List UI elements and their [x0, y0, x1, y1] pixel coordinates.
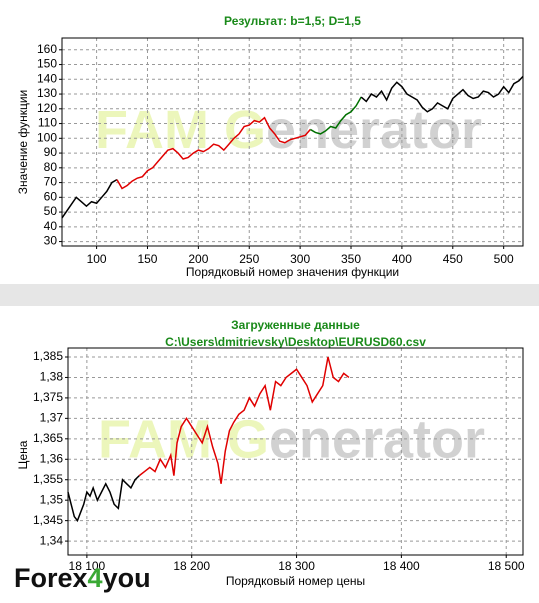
x-tick-label: 100: [87, 252, 107, 266]
x-tick-label: 18 500: [488, 559, 525, 573]
y-tick-label: 120: [37, 101, 57, 115]
data-line: [138, 356, 350, 484]
y-tick-label: 1,36: [40, 451, 64, 465]
y-tick-label: 1,385: [33, 349, 63, 363]
x-tick-label: 150: [137, 252, 157, 266]
data-line: [61, 178, 118, 219]
x-tick-label: 18 300: [278, 559, 315, 573]
y-tick-label: 1,375: [33, 390, 63, 404]
y-tick-label: 70: [44, 175, 58, 189]
y-tick-label: 1,355: [33, 472, 63, 486]
y-tick-label: 160: [37, 42, 57, 56]
data-line: [116, 116, 311, 190]
logo: Forex4you: [14, 563, 151, 593]
y-tick-label: 110: [38, 116, 57, 130]
data-line: [309, 96, 362, 135]
y-tick-label: 150: [37, 57, 57, 71]
y-tick-label: 1,38: [40, 370, 64, 384]
y-tick-label: 30: [44, 234, 58, 248]
data-line: [67, 475, 140, 523]
chart-subtitle: C:\Users\dmitrievsky\Desktop\EURUSD60.cs…: [165, 335, 426, 349]
logo-part: Forex: [14, 563, 88, 593]
y-tick-label: 90: [44, 145, 58, 159]
x-tick-label: 500: [494, 252, 514, 266]
y-tick-label: 40: [44, 219, 58, 233]
y-tick-label: 100: [37, 130, 57, 144]
data-line: [360, 75, 524, 113]
watermark: FAM Generator: [95, 100, 482, 160]
watermark-part: enerator: [266, 100, 482, 160]
x-tick-label: 18 200: [173, 559, 210, 573]
plot-frame: [61, 37, 524, 247]
y-tick-label: 1,37: [40, 411, 64, 425]
x-tick-label: 450: [443, 252, 463, 266]
chart-title: Результат: b=1,5; D=1,5: [224, 14, 361, 28]
x-tick-label: 18 100: [69, 559, 106, 573]
y-tick-label: 1,35: [40, 492, 64, 506]
y-tick-label: 80: [44, 160, 58, 174]
y-tick-label: 1,345: [33, 513, 63, 527]
x-tick-label: 250: [239, 252, 259, 266]
y-tick-label: 50: [44, 204, 58, 218]
logo-part: you: [103, 563, 151, 593]
logo-part: 4: [88, 563, 103, 593]
y-tick-label: 1,365: [33, 431, 63, 445]
x-axis-label: Порядковый номер цены: [226, 574, 365, 588]
y-axis-label: Значение функции: [16, 90, 30, 194]
y-axis-label: Цена: [16, 440, 30, 469]
y-tick-label: 60: [44, 189, 58, 203]
y-tick-label: 130: [37, 86, 57, 100]
x-tick-label: 400: [392, 252, 412, 266]
watermark-part: FAM G: [95, 100, 266, 160]
chart-title: Загруженные данные: [231, 318, 360, 332]
x-tick-label: 350: [341, 252, 361, 266]
x-tick-label: 18 400: [383, 559, 420, 573]
plot-frame: [67, 347, 524, 556]
panel-separator: [0, 284, 539, 306]
x-axis-label: Порядковый номер значения функции: [186, 265, 399, 279]
x-tick-label: 200: [188, 252, 208, 266]
x-tick-label: 300: [290, 252, 310, 266]
y-tick-label: 1,34: [40, 533, 64, 547]
y-tick-label: 140: [37, 71, 57, 85]
